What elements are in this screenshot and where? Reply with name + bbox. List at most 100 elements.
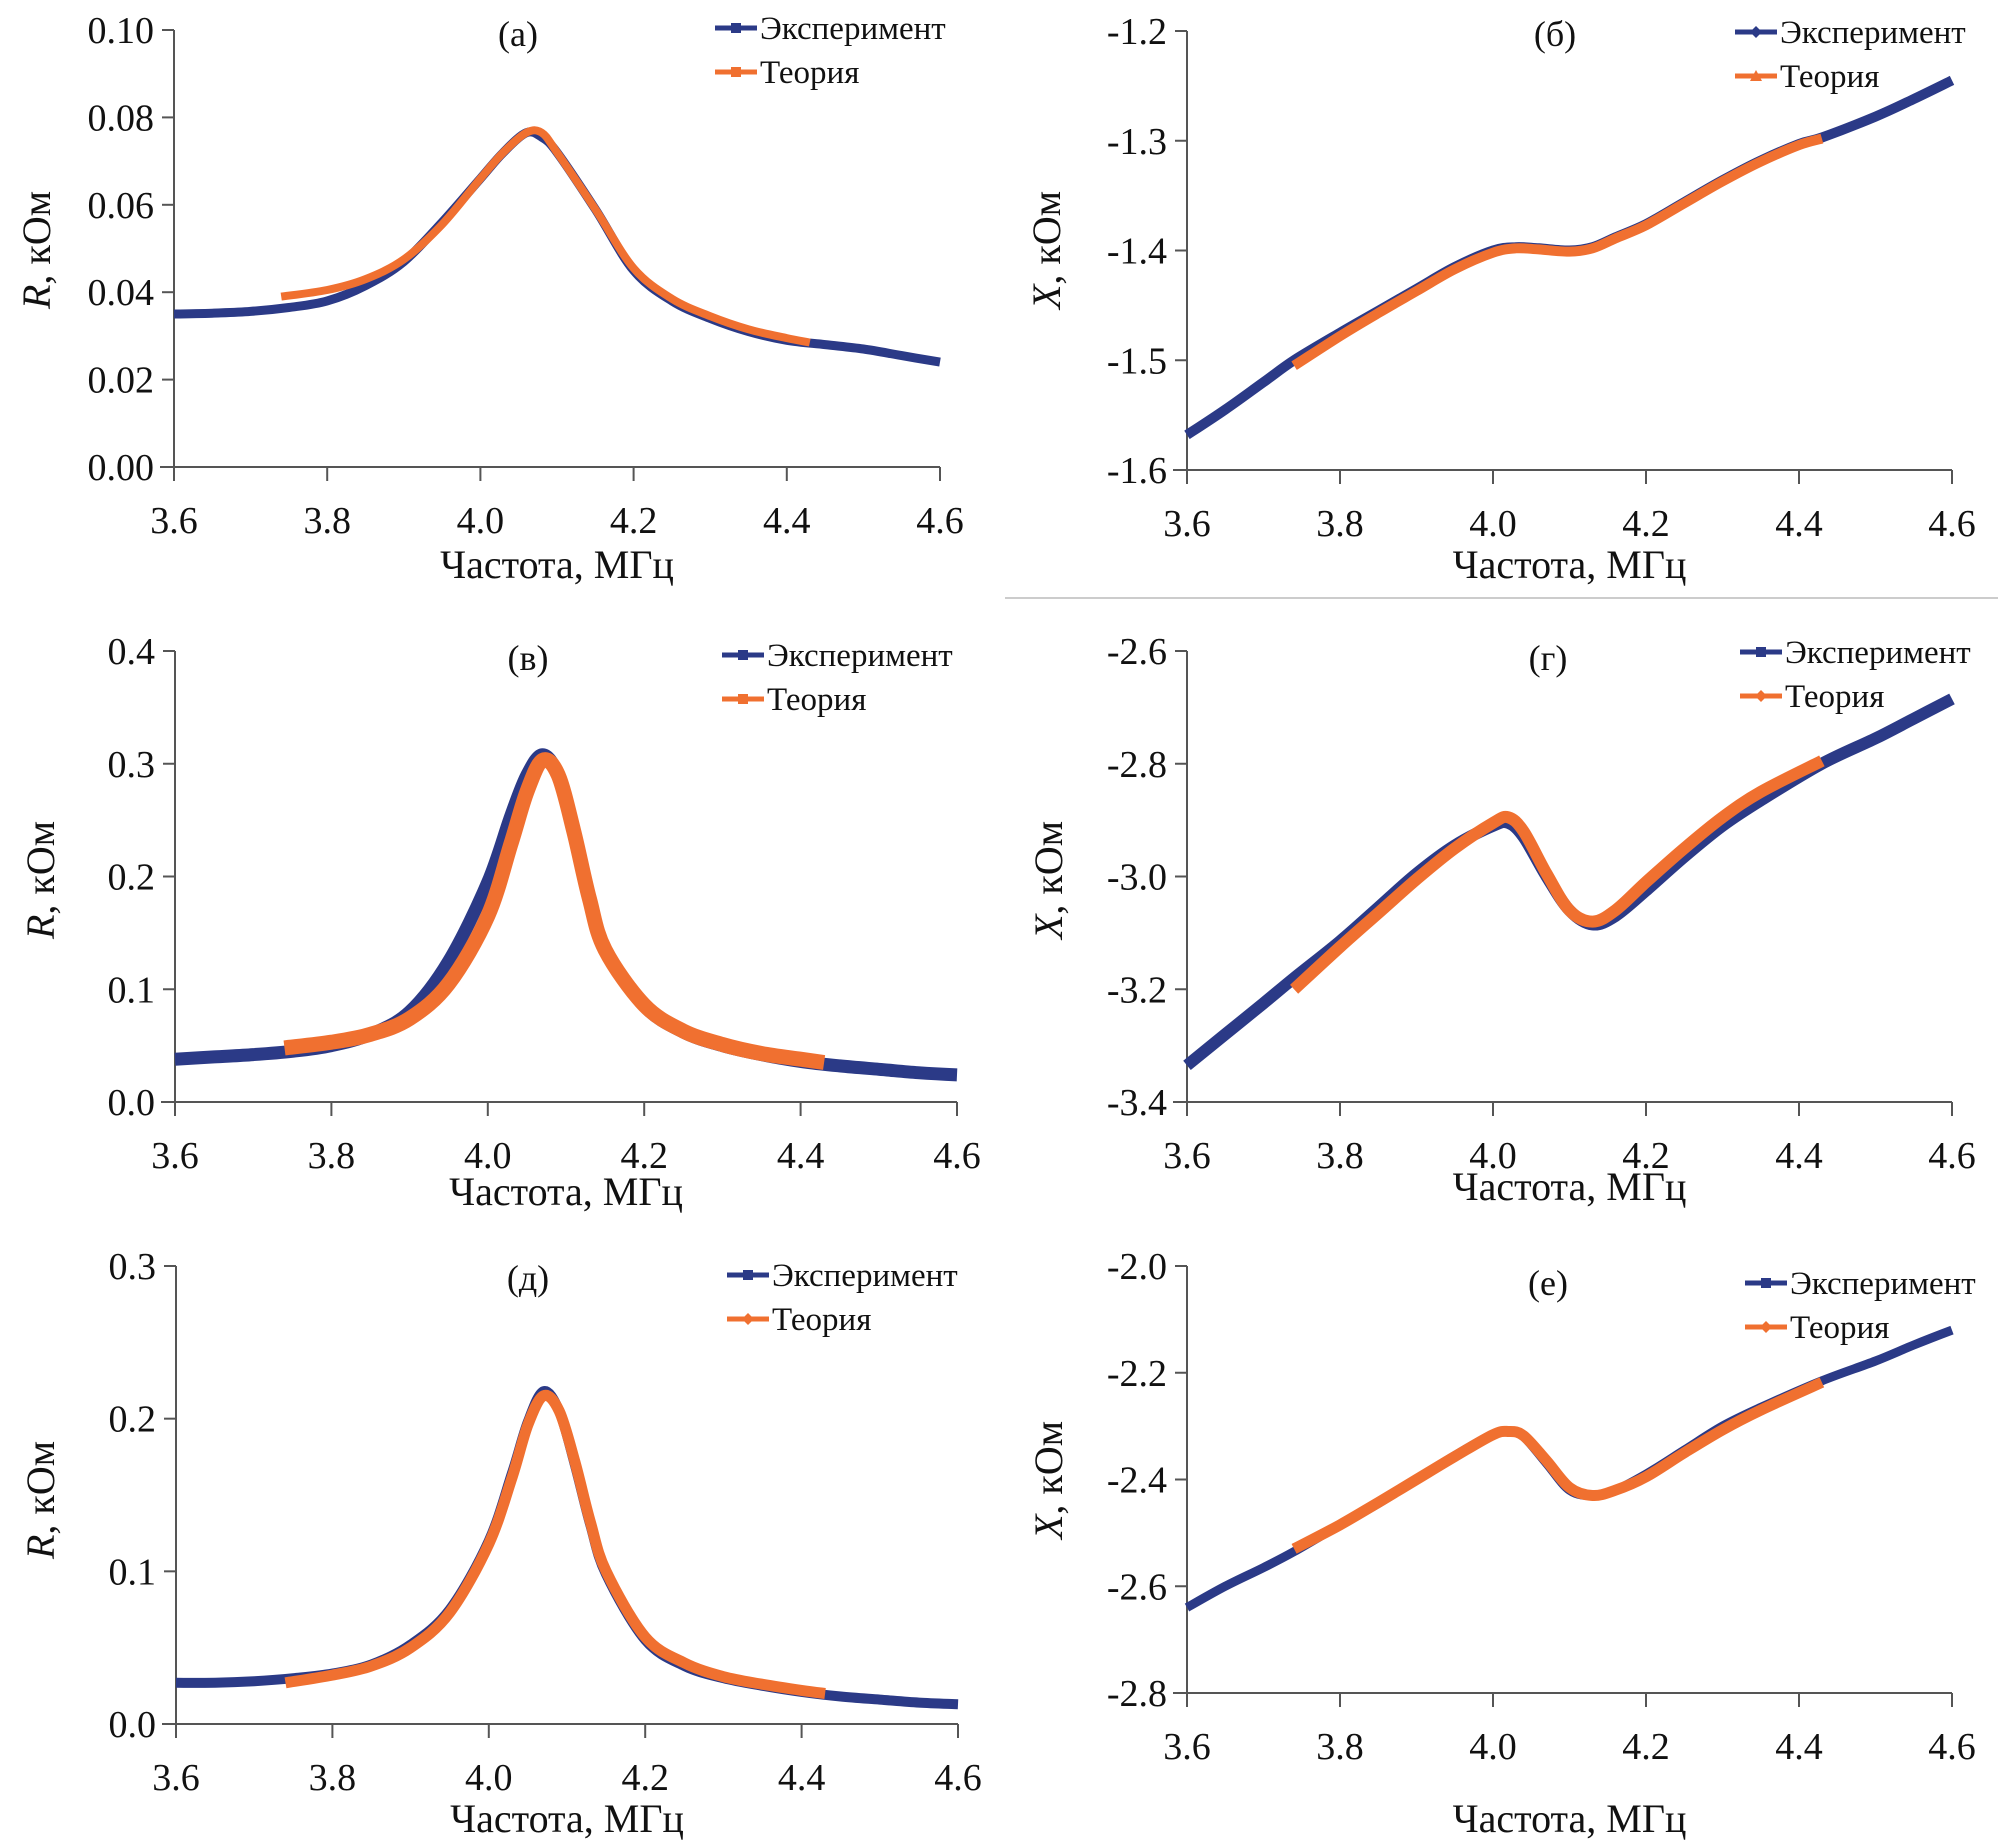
legend-item-theory: Теория [727, 1302, 871, 1338]
x-tick-label: 4.2 [620, 1135, 668, 1177]
y-axis-title-symbol: X [1026, 913, 1071, 941]
legend-label: Теория [1785, 679, 1884, 715]
legend: Эксперимент Теория [1735, 15, 1966, 95]
y-tick-label: -2.6 [1107, 631, 1167, 673]
panel-label: (б) [1534, 14, 1576, 54]
legend-item-theory: Теория [1740, 679, 1884, 715]
y-tick-label: 0.00 [88, 447, 155, 489]
x-tick-label: 3.8 [308, 1135, 356, 1177]
y-axis-title-symbol: R [14, 285, 59, 310]
y-axis-title: R, кОм [14, 191, 59, 310]
x-axis-title: Частота, МГц [1453, 1164, 1687, 1209]
y-axis-title-symbol: R [18, 915, 63, 940]
x-tick-label: 3.8 [1316, 1726, 1364, 1768]
y-tick-label: -3.4 [1107, 1082, 1167, 1124]
y-axis-title-unit: , кОм [18, 821, 63, 915]
x-tick-label: 4.4 [778, 1757, 826, 1799]
legend-item-experiment: Эксперимент [1735, 15, 1966, 51]
series-line-experiment [1183, 693, 1955, 1071]
y-tick-label: 0.3 [109, 1246, 157, 1288]
legend-label: Эксперимент [1780, 15, 1966, 51]
panel-label: (д) [507, 1258, 549, 1298]
y-tick-label: -2.8 [1107, 744, 1167, 786]
x-tick-label: 4.6 [934, 1757, 982, 1799]
legend-item-experiment: Эксперимент [722, 638, 953, 674]
y-axis-title: R, кОм [18, 1441, 63, 1560]
legend-marker-diamond [742, 1313, 754, 1325]
x-tick-label: 4.4 [777, 1135, 825, 1177]
x-tick-label: 4.0 [1469, 503, 1517, 545]
x-tick-label: 4.4 [1775, 1726, 1823, 1768]
y-tick-label: -2.2 [1107, 1353, 1167, 1395]
y-tick-label: -1.5 [1107, 340, 1167, 382]
y-tick-label: 0.4 [108, 631, 156, 673]
legend-label: Теория [760, 55, 859, 91]
legend-marker-triangle [1750, 70, 1762, 81]
x-tick-label: 4.6 [1928, 1726, 1976, 1768]
y-axis-title: X, кОм [1026, 1421, 1071, 1541]
series-line-theory [283, 752, 826, 1070]
panel-label: (е) [1528, 1263, 1568, 1303]
y-tick-label: 0.1 [109, 1551, 157, 1593]
y-tick-label: -2.0 [1107, 1246, 1167, 1288]
legend-label: Теория [767, 682, 866, 718]
x-tick-label: 4.6 [916, 500, 964, 542]
x-tick-label: 4.2 [610, 500, 658, 542]
panel-label: (в) [508, 638, 549, 678]
legend-label: Эксперимент [767, 638, 953, 674]
y-axis-title-unit: , кОм [1026, 1421, 1071, 1515]
y-axis-title: R, кОм [18, 821, 63, 940]
legend: Эксперимент Теория [1745, 1266, 1976, 1346]
legend: Эксперимент Теория [1740, 635, 1971, 715]
chart-panel-a: 0.00 0.02 0.04 0.06 0.08 0.10 3.6 3.8 4.0 4.2 4.4 4… [14, 10, 964, 587]
x-tick-label: 4.2 [1622, 1135, 1670, 1177]
y-tick-label: 0.3 [108, 744, 156, 786]
legend-label: Эксперимент [1790, 1266, 1976, 1302]
series-line-experiment [173, 127, 941, 367]
legend-marker-diamond [1750, 26, 1762, 38]
legend-marker-square [738, 650, 748, 660]
x-axis-title: Частота, МГц [450, 1796, 684, 1841]
x-tick-label: 4.2 [621, 1757, 669, 1799]
y-axis-title: X, кОм [1026, 821, 1071, 941]
series-line-experiment [1184, 75, 1955, 440]
x-tick-label: 4.4 [1775, 1135, 1823, 1177]
y-tick-label: 0.0 [108, 1082, 156, 1124]
y-tick-label: -3.0 [1107, 857, 1167, 899]
y-tick-label: 0.2 [108, 857, 156, 899]
legend-label: Эксперимент [1785, 635, 1971, 671]
legend-marker-diamond [1755, 690, 1767, 702]
y-tick-label: -2.6 [1107, 1566, 1167, 1608]
legend-item-experiment: Эксперимент [1740, 635, 1971, 671]
y-axis-title-symbol: X [1024, 283, 1069, 311]
legend-marker-square [731, 67, 741, 77]
y-tick-label: -2.4 [1107, 1460, 1167, 1502]
x-tick-label: 4.0 [464, 1135, 512, 1177]
x-tick-label: 3.8 [303, 500, 351, 542]
x-tick-label: 3.8 [309, 1757, 357, 1799]
y-tick-label: -3.2 [1107, 969, 1167, 1011]
chart-panel-b: -1.6 -1.5 -1.4 -1.3 -1.2 3.6 3.8 4.0 4.2 4.4 4.6 Ча… [1024, 11, 1976, 587]
y-axis-title-symbol: X [1026, 1513, 1071, 1541]
x-tick-label: 4.2 [1622, 503, 1670, 545]
x-tick-label: 3.6 [1163, 503, 1211, 545]
series-line-theory [1291, 133, 1824, 370]
series-line-theory [1291, 1377, 1825, 1554]
legend-item-experiment: Эксперимент [715, 11, 946, 47]
y-tick-label: -1.3 [1107, 121, 1167, 163]
x-tick-label: 3.6 [152, 1757, 200, 1799]
x-tick-label: 4.0 [1469, 1726, 1517, 1768]
x-tick-label: 4.6 [1928, 1135, 1976, 1177]
y-axis-title-unit: , кОм [1026, 821, 1071, 915]
x-tick-label: 4.0 [1469, 1135, 1517, 1177]
x-tick-label: 4.6 [1928, 503, 1976, 545]
legend-label: Эксперимент [760, 11, 946, 47]
y-tick-label: 0.06 [88, 185, 155, 227]
x-tick-label: 3.6 [1163, 1135, 1211, 1177]
y-tick-label: -1.4 [1107, 231, 1167, 273]
series-line-theory [1290, 755, 1825, 994]
legend-item-theory: Теория [722, 682, 866, 718]
series-line-theory [284, 1389, 826, 1699]
series-line-theory [280, 126, 811, 347]
